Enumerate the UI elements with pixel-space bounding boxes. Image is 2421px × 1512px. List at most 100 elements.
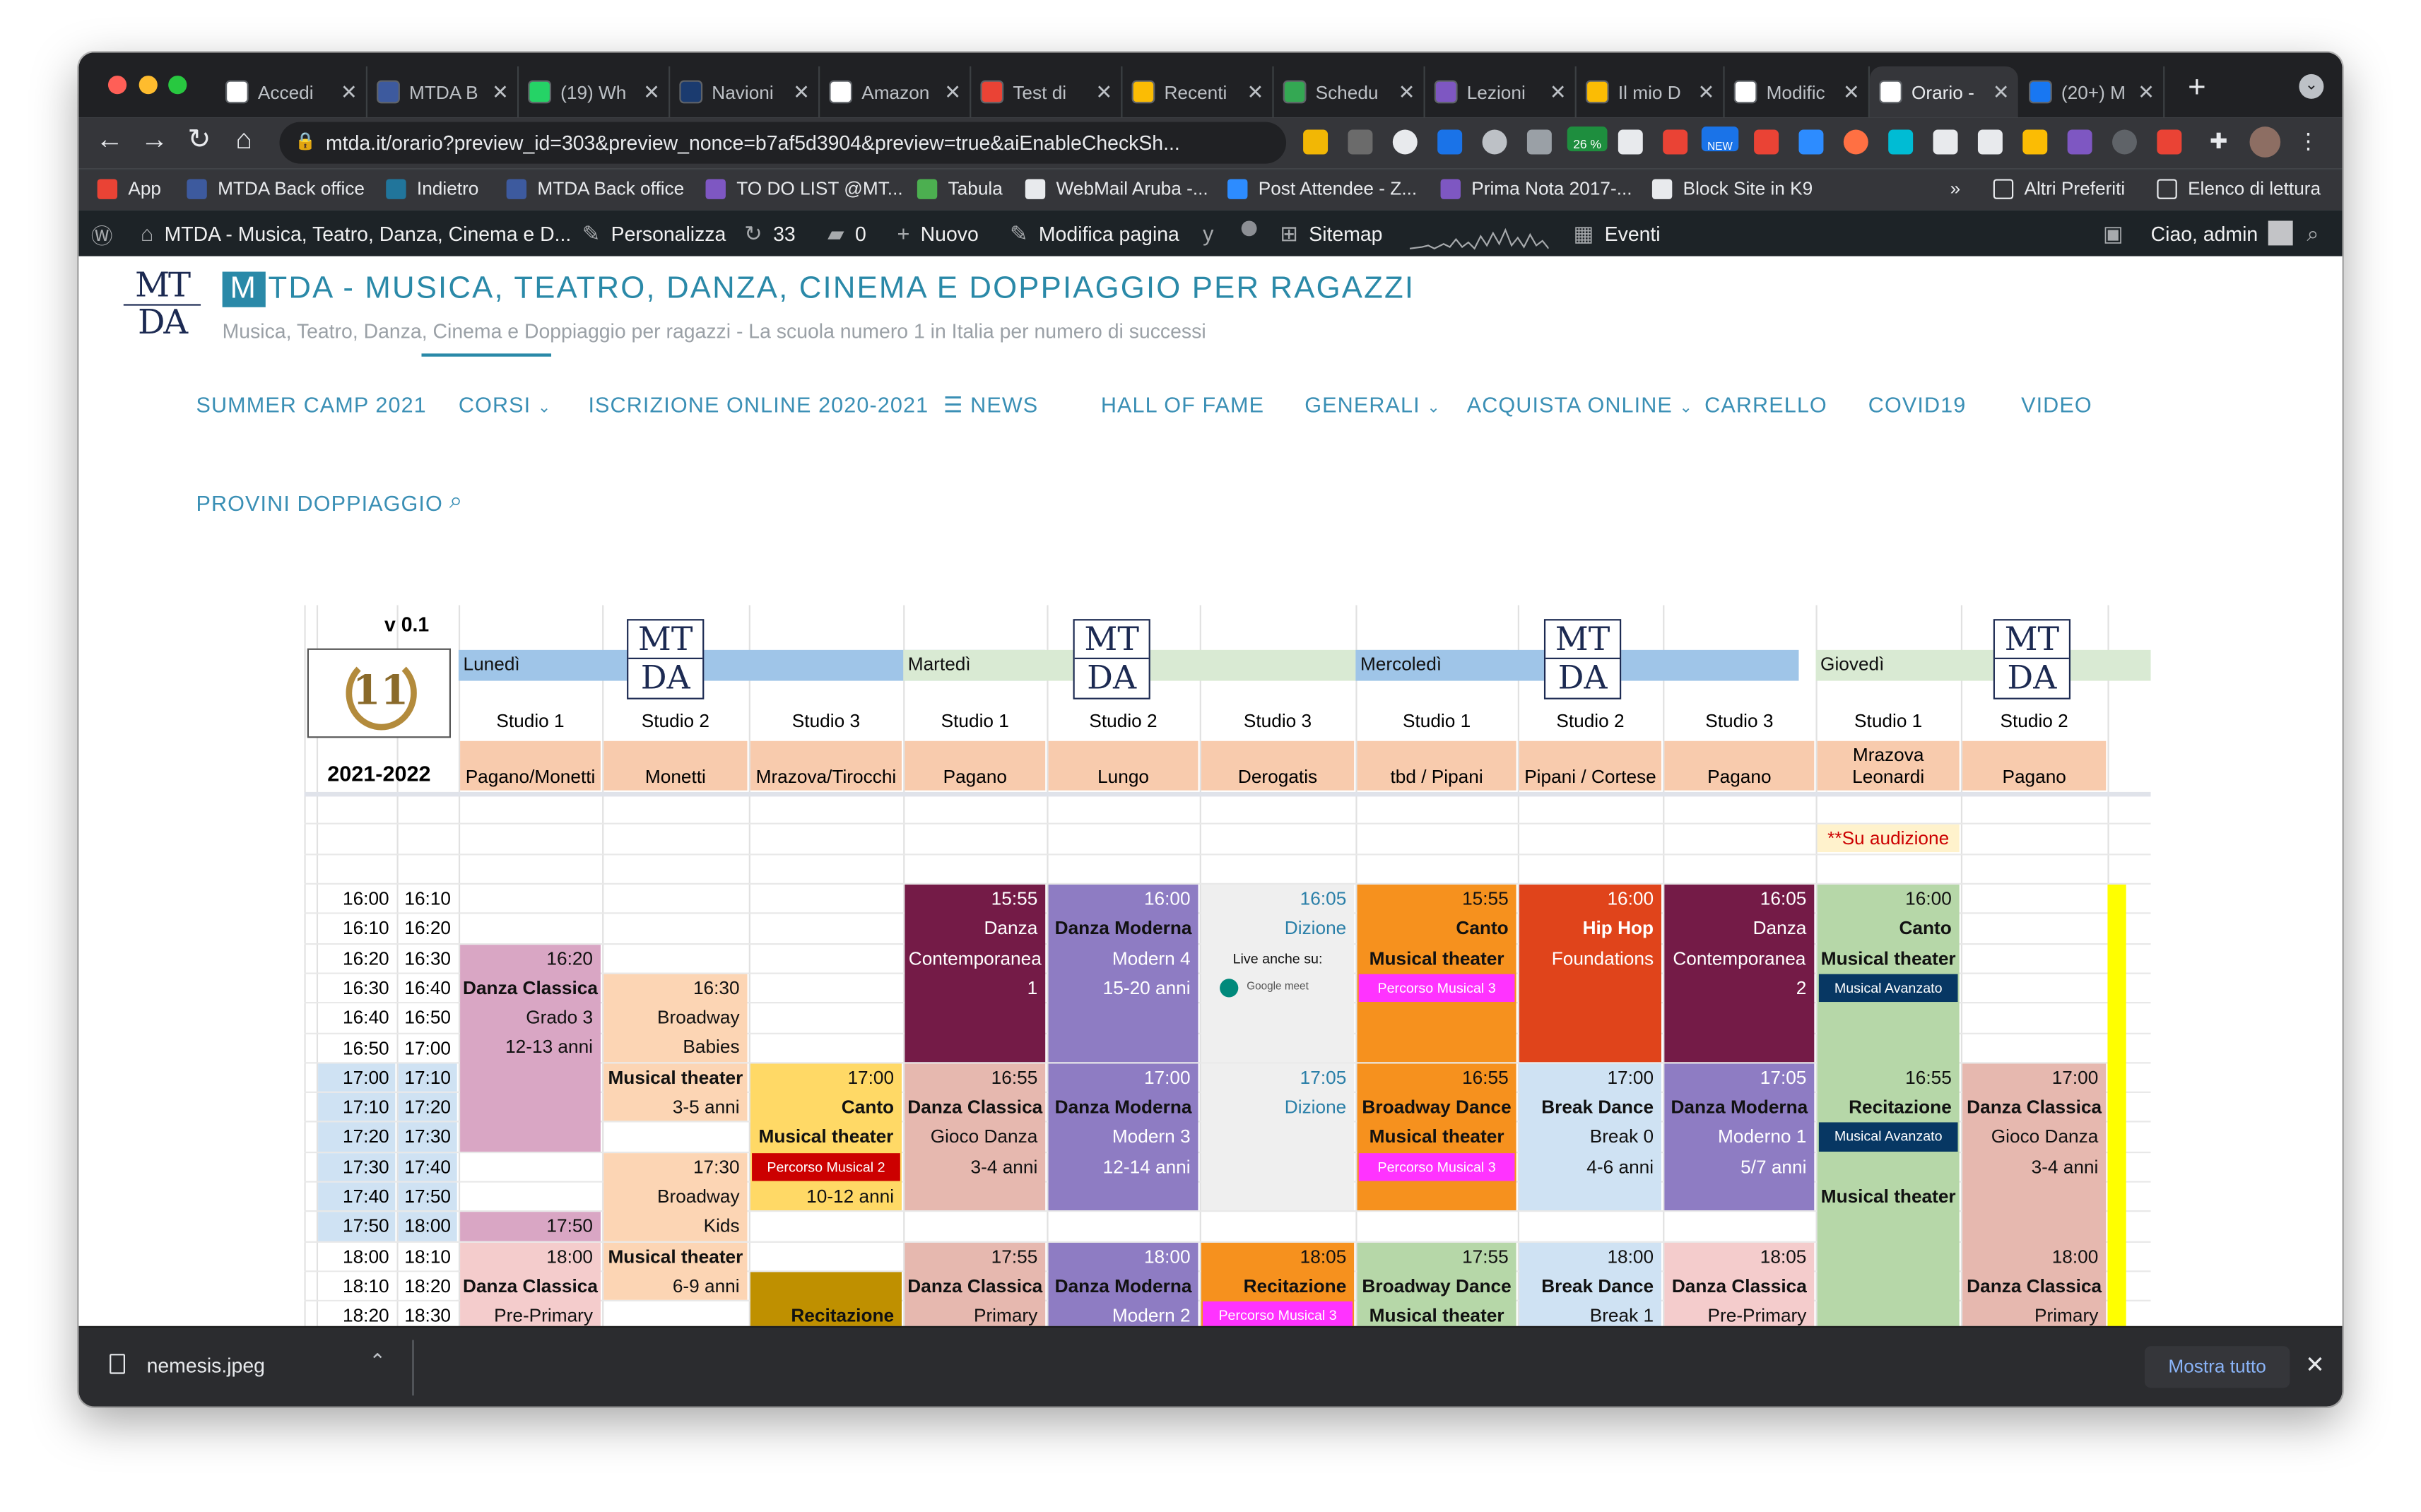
tab-8[interactable]: Lezioni ✕ <box>1425 66 1577 118</box>
tab-12[interactable]: (20+) M ✕ <box>2020 66 2165 118</box>
bookmark-2[interactable]: Indietro <box>386 177 478 199</box>
download-file-name[interactable]: nemesis.jpeg <box>146 1354 265 1377</box>
back-arrow-icon[interactable]: ← <box>95 123 124 155</box>
bookmark-0[interactable]: App <box>97 177 161 199</box>
tab-10[interactable]: Modific ✕ <box>1725 66 1870 118</box>
lesson-block[interactable]: 17:00 Danza Moderna Modern 3 12-14 anni <box>1048 1063 1198 1211</box>
bookmark-7[interactable]: Post Attendee - Z... <box>1227 177 1417 199</box>
forward-arrow-icon[interactable]: → <box>140 123 169 155</box>
tab-11[interactable]: Orario - ✕ <box>1869 66 2018 118</box>
nav-iscrizione[interactable]: ISCRIZIONE ONLINE 2020-2021 <box>588 391 929 417</box>
extension-icon[interactable] <box>1482 129 1507 155</box>
lesson-block[interactable]: 16:05 Dizione Live anche su: Google meet <box>1201 884 1355 1062</box>
lesson-block[interactable]: 15:55 Canto Musical theater Percorso Musica… <box>1357 884 1516 1062</box>
new-tab-plus-icon[interactable]: + <box>2188 71 2206 105</box>
lesson-block[interactable]: 16:20 Danza Classica Grado 3 12-13 anni <box>460 944 601 1152</box>
lesson-block[interactable]: 16:05 Danza Contemporanea 2 <box>1664 884 1815 1062</box>
extension-badge[interactable]: 26 % <box>1567 126 1608 152</box>
nav-generali[interactable]: GENERALI ⌄ <box>1304 392 1440 417</box>
extension-icon[interactable] <box>1303 129 1329 155</box>
screen-options-icon[interactable]: ▣ <box>2102 220 2123 246</box>
nav-hall-of-fame[interactable]: HALL OF FAME <box>1100 391 1265 417</box>
tab-5[interactable]: Test di ✕ <box>971 66 1123 118</box>
lesson-block[interactable]: 17:05 Danza Moderna Moderno 1 5/7 anni <box>1664 1063 1815 1211</box>
home-icon[interactable]: ⌂ <box>235 123 253 155</box>
tab-close-icon[interactable]: ✕ <box>1398 79 1415 103</box>
admin-comments-link[interactable]: ▰ 0 <box>827 220 866 247</box>
lesson-block[interactable]: Musical theater 6-9 anni <box>603 1241 748 1301</box>
wordpress-logo-icon[interactable]: Ⓦ <box>90 223 113 249</box>
admin-new-link[interactable]: + Nuovo <box>897 220 978 245</box>
lesson-block[interactable]: 16:00 Hip Hop Foundations <box>1519 884 1662 1062</box>
bookmarks-overflow-chevron-icon[interactable]: » <box>1950 177 1961 199</box>
nav-news[interactable]: ☰ NEWS <box>943 392 1038 418</box>
tab-1[interactable]: MTDA B ✕ <box>367 66 519 118</box>
nav-carrello[interactable]: CARRELLO <box>1704 391 1827 417</box>
extension-icon[interactable] <box>1526 129 1552 155</box>
extension-icon[interactable] <box>2112 129 2137 155</box>
admin-customize-link[interactable]: ✎ Personalizza <box>582 220 726 247</box>
reload-icon[interactable]: ↻ <box>187 123 211 155</box>
admin-search-icon[interactable]: ⌕ <box>2307 220 2319 246</box>
lesson-block[interactable]: 17:00 Break Dance Break 0 4-6 anni <box>1519 1063 1662 1211</box>
other-bookmarks[interactable]: Altri Preferiti <box>1993 177 2125 199</box>
lesson-block[interactable]: 16:55 Danza Classica Gioco Danza 3-4 anni <box>905 1063 1046 1211</box>
tab-4[interactable]: Amazon ✕ <box>820 66 972 118</box>
lesson-block[interactable]: 17:00 Canto Musical theater Percorso Musica… <box>750 1063 902 1211</box>
tab-close-icon[interactable]: ✕ <box>1697 79 1715 103</box>
extension-icon[interactable] <box>1754 129 1779 155</box>
tab-3[interactable]: Navioni ✕ <box>670 66 820 118</box>
nav-video[interactable]: VIDEO <box>2021 391 2092 417</box>
minimize-window-button[interactable] <box>139 76 158 95</box>
extension-icon[interactable] <box>1977 129 2003 155</box>
lesson-block[interactable]: 17:50 <box>460 1212 601 1241</box>
tab-close-icon[interactable]: ✕ <box>1842 79 1860 103</box>
yoast-icon[interactable]: y <box>1203 220 1214 246</box>
extension-new-badge[interactable]: NEW <box>1701 126 1739 153</box>
lesson-block[interactable]: 16:55 Broadway Dance Musical theater Percor… <box>1357 1063 1516 1211</box>
lesson-block[interactable]: RecitazioneTeatro Comico 313-18 anni <box>750 1272 902 1326</box>
bookmark-9[interactable]: Block Site in K9 <box>1651 177 1813 199</box>
extension-icon[interactable] <box>2157 129 2182 155</box>
site-title[interactable]: M TDA - MUSICA, TEATRO, DANZA, CINEMA E D… <box>222 271 1415 307</box>
close-icon[interactable]: ✕ <box>2305 1352 2325 1379</box>
admin-site-link[interactable]: ⌂ MTDA - Musica, Teatro, Danza, Cinema e … <box>141 220 571 245</box>
bookmark-8[interactable]: Prima Nota 2017-... <box>1440 177 1632 199</box>
bookmark-4[interactable]: TO DO LIST @MT... <box>705 177 903 199</box>
tab-close-icon[interactable]: ✕ <box>1992 79 2010 103</box>
extension-icon[interactable] <box>1798 129 1824 155</box>
extension-icon[interactable] <box>1348 129 1373 155</box>
extension-icon[interactable] <box>1437 129 1463 155</box>
puzzle-extensions-icon[interactable]: ✚ <box>2209 128 2228 153</box>
tab-0[interactable]: Accedi ✕ <box>216 66 368 118</box>
extension-icon[interactable] <box>1618 129 1643 155</box>
tab-6[interactable]: Recenti ✕ <box>1122 66 1274 118</box>
extension-icon[interactable] <box>1663 129 1688 155</box>
tab-close-icon[interactable]: ✕ <box>340 79 358 103</box>
tab-close-icon[interactable]: ✕ <box>2138 79 2155 103</box>
tab-close-icon[interactable]: ✕ <box>1549 79 1567 103</box>
close-window-button[interactable] <box>107 76 127 95</box>
lesson-block[interactable]: 17:05 Dizione <box>1201 1063 1355 1211</box>
admin-events-link[interactable]: ▦ Eventi <box>1573 220 1660 247</box>
tab-9[interactable]: Il mio D ✕ <box>1577 66 1725 118</box>
extension-icon[interactable] <box>1933 129 1958 155</box>
lesson-block[interactable]: 16:00 Danza Moderna Modern 4 15-20 anni <box>1048 884 1198 1062</box>
admin-sitemap-link[interactable]: ⊞ Sitemap <box>1280 220 1382 247</box>
chevron-up-icon[interactable]: ⌃ <box>369 1349 387 1373</box>
maximize-window-button[interactable] <box>168 76 187 95</box>
lesson-block[interactable]: Musical theater 3-5 anni <box>603 1063 748 1122</box>
kebab-menu-icon[interactable]: ⋮ <box>2297 128 2319 153</box>
nav-acquista-online[interactable]: ACQUISTA ONLINE ⌄ <box>1467 392 1693 417</box>
lesson-block[interactable]: 16:30 Broadway Babies <box>603 974 748 1062</box>
tab-2[interactable]: (19) Wh ✕ <box>519 66 671 118</box>
admin-account[interactable]: Ciao, admin <box>2151 220 2294 246</box>
tab-search-chevron-icon[interactable]: ⌄ <box>2299 73 2324 99</box>
nav-summer-camp[interactable]: SUMMER CAMP 2021 <box>196 391 427 417</box>
